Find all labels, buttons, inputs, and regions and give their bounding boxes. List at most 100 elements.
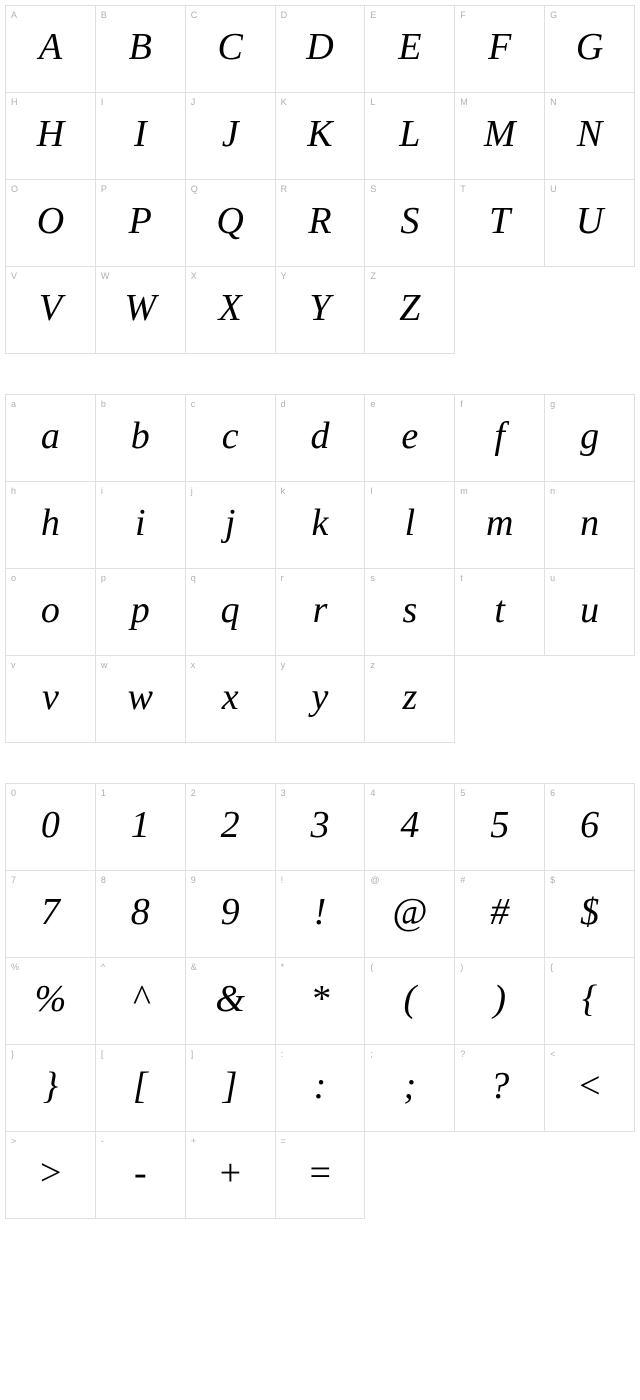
glyph-cell: (( [365,958,455,1045]
glyph: D [306,28,333,66]
glyph-cell: ss [365,569,455,656]
glyph-cell: oo [6,569,96,656]
glyph: Q [216,202,243,240]
glyph: k [312,504,329,542]
glyph-cell: ## [455,871,545,958]
glyph: r [313,591,328,629]
glyph: @ [392,893,427,931]
glyph-cell: ^^ [96,958,186,1045]
glyph-cell: HH [6,93,96,180]
glyph: 5 [490,806,509,844]
key-label: c [191,399,196,409]
glyph-cell: {{ [545,958,635,1045]
key-label: D [281,10,288,20]
key-label: t [460,573,463,583]
key-label: { [550,962,553,972]
glyph-cell: 66 [545,784,635,871]
key-label: ; [370,1049,373,1059]
glyph-cell: bb [96,395,186,482]
glyph-grid: aabbccddeeffgghhiijjkkllmmnnooppqqrrsstt… [5,394,635,743]
key-label: m [460,486,468,496]
key-label: n [550,486,555,496]
glyph: h [41,504,60,542]
glyph: C [217,28,242,66]
glyph-cell: ii [96,482,186,569]
empty-cell [455,267,545,354]
glyph-cell: NN [545,93,635,180]
glyph: I [134,115,147,153]
glyph-cell: 99 [186,871,276,958]
glyph-cell: KK [276,93,366,180]
glyph: N [577,115,602,153]
glyph-cell: 00 [6,784,96,871]
glyph: - [134,1154,147,1192]
glyph-cell: !! [276,871,366,958]
glyph-cell: XX [186,267,276,354]
key-label: i [101,486,103,496]
key-label: u [550,573,555,583]
glyph: E [398,28,421,66]
key-label: d [281,399,286,409]
glyph-cell: $$ [545,871,635,958]
glyph-cell: DD [276,6,366,93]
key-label: y [281,660,286,670]
glyph: * [310,980,329,1018]
glyph-cell: pp [96,569,186,656]
glyph-cell: YY [276,267,366,354]
key-label: % [11,962,19,972]
glyph: O [37,202,64,240]
glyph: 1 [131,806,150,844]
key-label: 4 [370,788,375,798]
key-label: 2 [191,788,196,798]
glyph: u [580,591,599,629]
key-label: - [101,1136,104,1146]
glyph-cell: TT [455,180,545,267]
glyph-cell: @@ [365,871,455,958]
key-label: ) [460,962,463,972]
key-label: # [460,875,465,885]
section-uppercase: AABBCCDDEEFFGGHHIIJJKKLLMMNNOOPPQQRRSSTT… [5,5,635,354]
glyph: J [222,115,239,153]
key-label: = [281,1136,286,1146]
glyph-cell: xx [186,656,276,743]
glyph: [ [133,1067,148,1105]
glyph: ! [314,893,327,931]
glyph-cell: :: [276,1045,366,1132]
glyph-cell: dd [276,395,366,482]
key-label: r [281,573,284,583]
character-map-container: AABBCCDDEEFFGGHHIIJJKKLLMMNNOOPPQQRRSSTT… [5,5,635,1219]
glyph-grid: 00112233445566778899!!@@##$$%%^^&&**(())… [5,783,635,1219]
key-label: A [11,10,17,20]
glyph: f [494,417,505,455]
key-label: g [550,399,555,409]
glyph: G [576,28,603,66]
key-label: b [101,399,106,409]
key-label: W [101,271,110,281]
key-label: * [281,962,285,972]
glyph-cell: LL [365,93,455,180]
section-lowercase: aabbccddeeffgghhiijjkkllmmnnooppqqrrsstt… [5,394,635,743]
key-label: h [11,486,16,496]
glyph: n [580,504,599,542]
glyph: U [576,202,603,240]
key-label: 7 [11,875,16,885]
glyph: T [489,202,510,240]
glyph-cell: aa [6,395,96,482]
key-label: P [101,184,107,194]
glyph-cell: [[ [96,1045,186,1132]
glyph-cell: tt [455,569,545,656]
key-label: s [370,573,375,583]
glyph: B [129,28,152,66]
glyph-cell: FF [455,6,545,93]
glyph-cell: && [186,958,276,1045]
key-label: k [281,486,286,496]
glyph-cell: ll [365,482,455,569]
glyph: P [129,202,152,240]
glyph: y [312,678,329,716]
glyph-cell: II [96,93,186,180]
key-label: [ [101,1049,104,1059]
glyph: # [490,893,509,931]
key-label: x [191,660,196,670]
glyph-cell: ZZ [365,267,455,354]
key-label: > [11,1136,16,1146]
